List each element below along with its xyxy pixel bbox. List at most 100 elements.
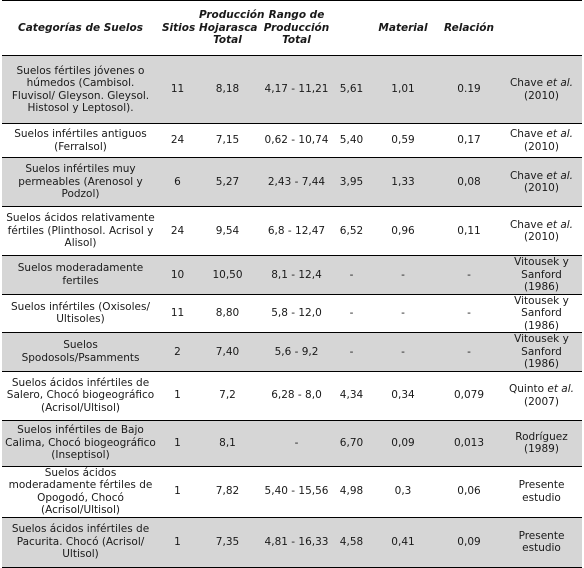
- reference-year: (2010): [524, 182, 559, 194]
- table-row: Suelos ácidos infértiles de Pacurita. Ch…: [2, 517, 582, 568]
- reference-author: Chave: [509, 218, 547, 231]
- reference-cell: Presente estudio: [501, 466, 582, 518]
- reference-cell: Quinto et al. (2007): [501, 371, 582, 421]
- soil-category-cell: Suelos ácidos infértiles de Pacurita. Ch…: [2, 517, 159, 568]
- reference-author: Chave: [509, 77, 547, 89]
- header-material: Material: [369, 0, 437, 56]
- reference-author: Presente estudio: [518, 529, 565, 555]
- rango-cell: 6,28 - 8,0: [259, 371, 334, 421]
- reference-et-al: et al.: [546, 218, 574, 231]
- table-row: Suelos infértiles (Oxisoles/ Ultisoles) 1…: [2, 294, 582, 333]
- material-cell: 1,33: [369, 157, 437, 207]
- relacion-cell: 0,079: [437, 371, 501, 421]
- col5-cell: 4,34: [334, 371, 369, 421]
- reference-et-al: et al.: [547, 383, 574, 395]
- reference-cell: Vitousek y Sanford (1986): [501, 332, 582, 372]
- relacion-cell: -: [437, 255, 501, 295]
- table-row: Suelos infértiles de Bajo Calima, Chocó …: [2, 420, 582, 467]
- reference-year: (2010): [524, 89, 559, 102]
- relacion-cell: 0,11: [437, 206, 501, 256]
- col5-cell: -: [334, 332, 369, 372]
- material-cell: -: [369, 294, 437, 333]
- rango-cell: 5,6 - 9,2: [259, 332, 334, 372]
- reference-author: Vitousek y Sanford (1986): [514, 294, 569, 332]
- table-row: Suelos fértiles jóvenes o húmedos (Cambi…: [2, 55, 582, 124]
- table-row: Suelos Spodosols/Psamments 2 7,40 5,6 - 9,2…: [2, 332, 582, 372]
- col5-cell: 4,58: [334, 517, 369, 568]
- table-row: Suelos moderadamente fertiles 10 10,50 8,1 …: [2, 255, 582, 295]
- sitios-cell: 10: [159, 255, 196, 295]
- col5-cell: 6,70: [334, 420, 369, 467]
- sitios-cell: 11: [159, 55, 196, 124]
- reference-author: Vitousek y Sanford (1986): [514, 256, 569, 293]
- material-cell: 0,59: [369, 123, 437, 158]
- produccion-cell: 9,54: [196, 206, 259, 256]
- rango-cell: 8,1 - 12,4: [259, 255, 334, 295]
- reference-cell: Chave et al. (2010): [501, 157, 582, 207]
- soil-category-cell: Suelos ácidos moderadamente fértiles de …: [2, 466, 159, 518]
- sitios-cell: 1: [159, 420, 196, 467]
- sitios-cell: 1: [159, 371, 196, 421]
- produccion-cell: 7,82: [196, 466, 259, 518]
- col5-cell: 6,52: [334, 206, 369, 256]
- col5-cell: -: [334, 294, 369, 333]
- reference-cell: Chave et al. (2010): [501, 206, 582, 256]
- header-rango: Rango de Producción Total: [259, 0, 334, 56]
- reference-cell: Chave et al. (2010): [501, 55, 582, 124]
- soil-category-cell: Suelos ácidos infértiles de Salero, Choc…: [2, 371, 159, 421]
- soil-category-cell: Suelos infértiles (Oxisoles/ Ultisoles): [2, 294, 159, 333]
- sitios-cell: 24: [159, 123, 196, 158]
- relacion-cell: 0,08: [437, 157, 501, 207]
- reference-author: Vitousek y Sanford (1986): [514, 333, 569, 370]
- rango-cell: 5,40 - 15,56: [259, 466, 334, 518]
- header-sitios: Sitios: [159, 0, 196, 56]
- produccion-cell: 8,80: [196, 294, 259, 333]
- soil-category-cell: Suelos infértiles muy permeables (Arenos…: [2, 157, 159, 207]
- rango-cell: 4,17 - 11,21: [259, 55, 334, 124]
- material-cell: -: [369, 255, 437, 295]
- material-cell: 0,34: [369, 371, 437, 421]
- reference-author: Quinto: [509, 383, 548, 395]
- produccion-cell: 7,15: [196, 123, 259, 158]
- soil-category-cell: Suelos moderadamente fertiles: [2, 255, 159, 295]
- table-row: Suelos ácidos relativamente fértiles (Pl…: [2, 206, 582, 256]
- produccion-cell: 10,50: [196, 255, 259, 295]
- relacion-cell: 0,17: [437, 123, 501, 158]
- relacion-cell: 0,09: [437, 517, 501, 568]
- sitios-cell: 1: [159, 517, 196, 568]
- material-cell: 0,96: [369, 206, 437, 256]
- col5-cell: 3,95: [334, 157, 369, 207]
- relacion-cell: -: [437, 294, 501, 333]
- header-relacion: Relación: [437, 0, 501, 56]
- reference-et-al: et al.: [546, 77, 574, 89]
- reference-et-al: et al.: [546, 169, 574, 182]
- col5-cell: 5,61: [334, 55, 369, 124]
- sitios-cell: 2: [159, 332, 196, 372]
- col5-cell: 5,40: [334, 123, 369, 158]
- material-cell: -: [369, 332, 437, 372]
- rango-cell: 0,62 - 10,74: [259, 123, 334, 158]
- material-cell: 0,41: [369, 517, 437, 568]
- col5-cell: 4,98: [334, 466, 369, 518]
- soil-category-cell: Suelos Spodosols/Psamments: [2, 332, 159, 372]
- reference-year: (2007): [524, 395, 559, 408]
- reference-author: Presente estudio: [518, 479, 565, 504]
- relacion-cell: 0,06: [437, 466, 501, 518]
- produccion-cell: 7,35: [196, 517, 259, 568]
- soil-category-cell: Suelos infértiles antiguos (Ferralsol): [2, 123, 159, 158]
- rango-cell: 2,43 - 7,44: [259, 157, 334, 207]
- produccion-cell: 8,18: [196, 55, 259, 124]
- reference-author: Rodríguez (1989): [515, 430, 568, 456]
- header-row: Categorías de Suelos Sitios Producción H…: [2, 0, 582, 56]
- relacion-cell: -: [437, 332, 501, 372]
- sitios-cell: 24: [159, 206, 196, 256]
- sitios-cell: 6: [159, 157, 196, 207]
- reference-cell: Rodríguez (1989): [501, 420, 582, 467]
- produccion-cell: 5,27: [196, 157, 259, 207]
- table-row: Suelos ácidos infértiles de Salero, Choc…: [2, 371, 582, 421]
- reference-author: Chave: [509, 128, 547, 140]
- relacion-cell: 0.19: [437, 55, 501, 124]
- reference-year: (2010): [524, 140, 559, 153]
- produccion-cell: 7,40: [196, 332, 259, 372]
